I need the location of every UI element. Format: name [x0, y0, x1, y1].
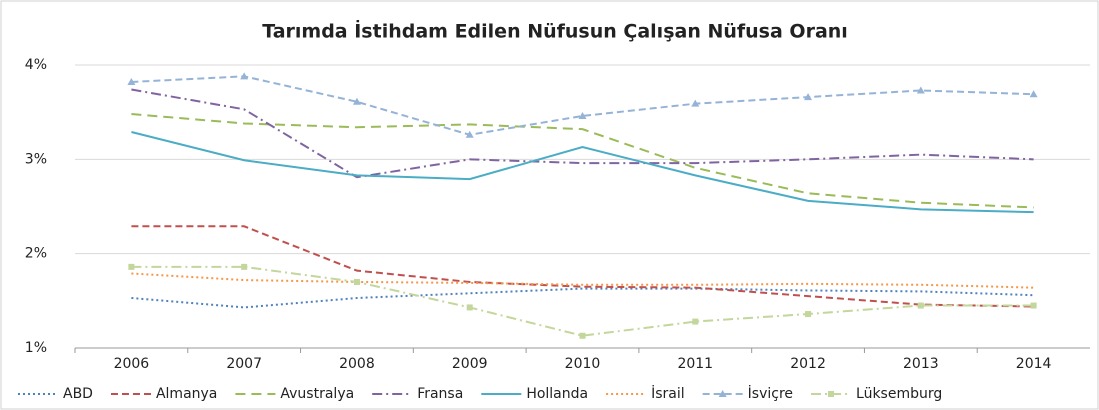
x-tick-label: 2010: [565, 356, 601, 372]
x-tick-label: 2008: [339, 356, 375, 372]
y-tick-label: 3%: [25, 151, 47, 167]
legend-marker: [718, 390, 727, 397]
point-marker: [916, 86, 925, 94]
x-tick-label: 2006: [114, 356, 150, 372]
point-marker: [579, 332, 586, 339]
chart-title: Tarımda İstihdam Edilen Nüfusun Çalışan …: [262, 19, 848, 43]
y-tick-label: 4%: [25, 57, 47, 73]
point-marker: [352, 97, 361, 105]
x-tick-label: 2014: [1016, 356, 1052, 372]
point-marker: [465, 130, 474, 138]
series-line: [131, 131, 1034, 214]
series-line: [131, 272, 1034, 289]
point-marker: [127, 77, 136, 85]
legend-label: İsviçre: [748, 384, 793, 402]
series-line: [131, 265, 1034, 337]
point-marker: [805, 311, 812, 318]
series-line: [131, 113, 1034, 209]
legend-label: Lüksemburg: [856, 386, 942, 402]
point-marker: [804, 93, 813, 101]
series-line: [131, 75, 1034, 136]
series-line: [131, 225, 1034, 308]
point-marker: [691, 99, 700, 107]
point-marker: [578, 111, 587, 119]
legend-label: ABD: [63, 386, 93, 402]
point-marker: [128, 263, 135, 270]
legend-label: Fransa: [417, 386, 463, 402]
legend-label: Hollanda: [526, 386, 588, 402]
x-tick-label: 2013: [903, 356, 939, 372]
point-marker: [692, 318, 699, 325]
y-tick-label: 2%: [25, 246, 47, 262]
point-marker: [353, 278, 360, 285]
point-marker: [241, 263, 248, 270]
point-marker: [1029, 90, 1038, 98]
point-marker: [240, 72, 249, 80]
x-tick-label: 2012: [790, 356, 826, 372]
legend-label: İsrail: [651, 384, 685, 402]
series-line: [131, 88, 1034, 179]
point-marker: [917, 302, 924, 309]
point-marker: [466, 304, 473, 311]
legend-label: Almanya: [156, 386, 217, 402]
x-tick-label: 2007: [226, 356, 262, 372]
y-tick-label: 1%: [25, 340, 47, 356]
legend-label: Avustralya: [280, 386, 354, 402]
series-line: [131, 287, 1034, 309]
point-marker: [1030, 302, 1037, 309]
x-tick-label: 2009: [452, 356, 488, 372]
legend-marker: [828, 391, 835, 397]
x-tick-label: 2011: [677, 356, 713, 372]
